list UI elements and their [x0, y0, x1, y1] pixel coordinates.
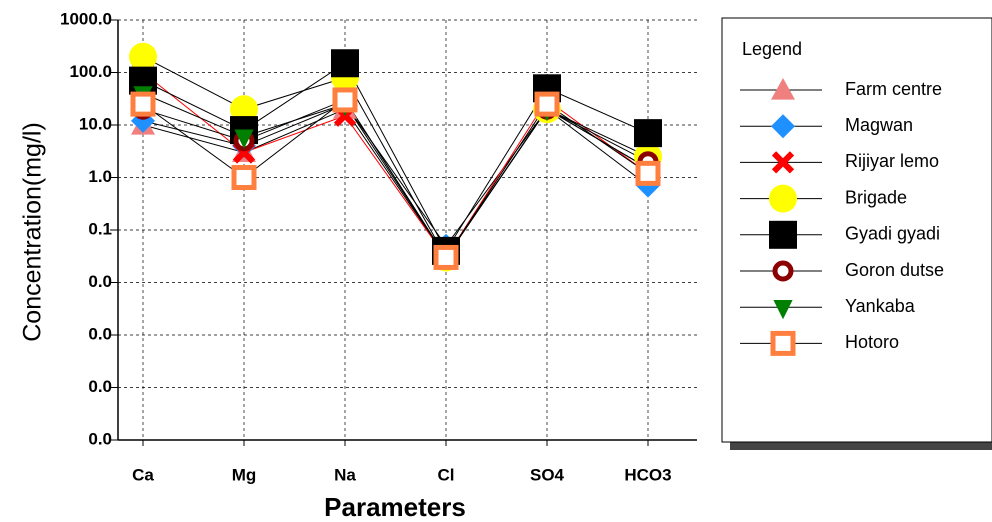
legend-label: Gyadi gyadi — [845, 224, 940, 244]
series-line — [142, 92, 649, 259]
legend-label: Goron dutse — [845, 260, 944, 280]
x-tick-label: HCO3 — [624, 465, 671, 484]
series-line — [142, 99, 649, 259]
legend-marker — [770, 330, 796, 356]
series-line — [142, 62, 649, 252]
legend-box — [721, 17, 992, 443]
legend-marker — [769, 184, 797, 213]
legend-marker — [771, 151, 795, 174]
x-tick-label: Mg — [232, 465, 257, 484]
legend-label: Hotoro — [845, 332, 899, 352]
legend-marker — [769, 220, 797, 249]
data-point — [130, 91, 156, 117]
legend-title: Legend — [742, 39, 802, 59]
legend-label: Farm centre — [845, 79, 942, 99]
x-tick-label: Cl — [438, 465, 455, 484]
y-axis-label: Concentration(mg/l) — [19, 122, 47, 342]
y-tick-label: 0.0 — [88, 272, 112, 291]
legend-label: Brigade — [845, 187, 907, 207]
legend-label: Magwan — [845, 115, 913, 135]
series-line — [142, 72, 649, 259]
data-point — [534, 91, 560, 117]
y-tick-label: 10.0 — [79, 114, 112, 133]
data-point — [433, 244, 459, 270]
y-tick-label: 100.0 — [69, 62, 112, 81]
y-tick-label: 1000.0 — [60, 9, 112, 28]
legend-marker — [771, 78, 795, 100]
data-point — [234, 129, 254, 149]
y-tick-label: 1.0 — [88, 167, 112, 186]
x-tick-label: Ca — [132, 465, 154, 484]
data-point — [331, 49, 359, 78]
legend-label: Rijiyar lemo — [845, 151, 939, 171]
x-tick-label: SO4 — [530, 465, 565, 484]
legend-label: Yankaba — [845, 296, 916, 316]
data-point — [635, 160, 661, 186]
y-tick-label: 0.0 — [88, 429, 112, 448]
y-tick-label: 0.1 — [88, 219, 112, 238]
data-point — [129, 42, 157, 71]
series-line — [142, 108, 649, 259]
series-line — [142, 56, 649, 259]
data-point — [231, 165, 257, 190]
legend-marker — [771, 114, 795, 139]
x-tick-label: Na — [334, 465, 356, 484]
x-axis-label: Parameters — [324, 492, 466, 522]
legend-marker — [772, 260, 794, 282]
y-tick-label: 0.0 — [88, 377, 112, 396]
data-point — [634, 119, 662, 148]
y-tick-label: 0.0 — [88, 324, 112, 343]
series-line — [142, 103, 649, 247]
data-point — [332, 87, 358, 113]
legend-marker — [773, 300, 793, 320]
